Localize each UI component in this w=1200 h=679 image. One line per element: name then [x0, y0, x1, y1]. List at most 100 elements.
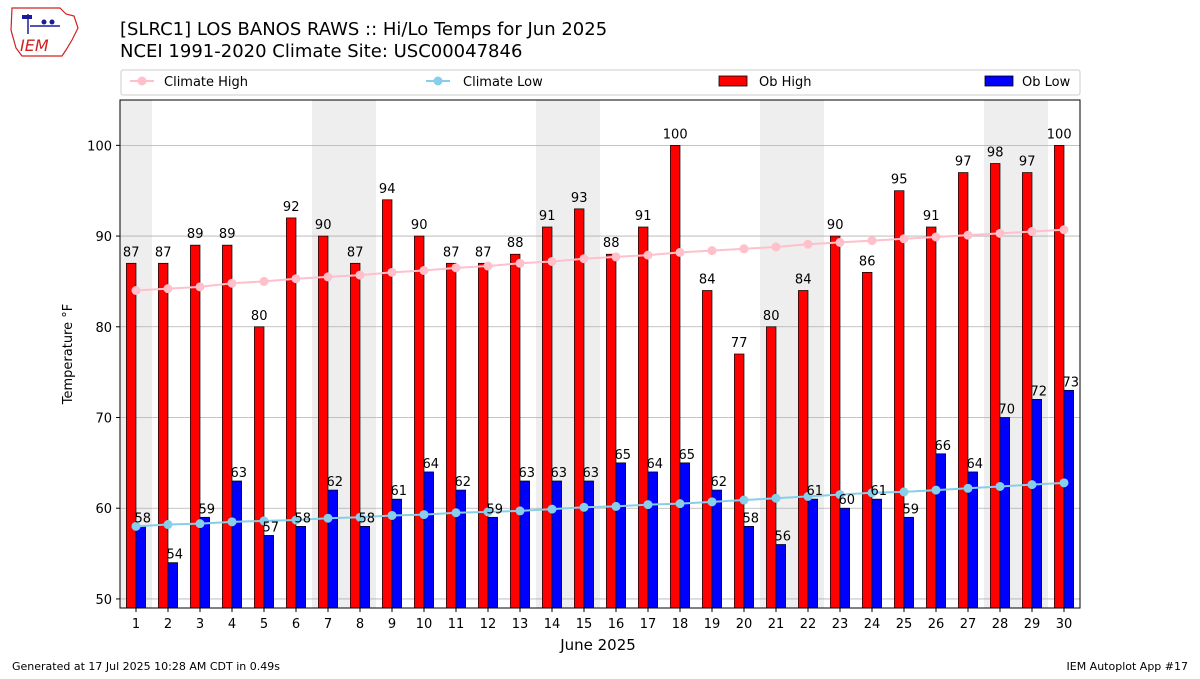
x-tick-label: 10: [416, 617, 433, 632]
ob-low-label: 58: [295, 511, 312, 526]
legend-entry-climate-low: Climate Low: [426, 75, 543, 90]
ob-high-label: 97: [1019, 155, 1036, 170]
legend-box: [120, 69, 1081, 96]
ob-high-bar: [574, 208, 585, 609]
ob-high-label: 84: [795, 273, 812, 288]
bar-labels-layer: 87 87 89 89 80 92 90 87 94 90 87 87 88 91 93 88 91 100 84 7…: [123, 127, 1079, 562]
ob-high-label: 89: [219, 227, 236, 242]
ob-high-bar: [542, 226, 553, 609]
ob-high-bar: [478, 262, 489, 609]
climate-low-point: [291, 515, 301, 525]
x-tick-label: 4: [228, 617, 236, 632]
ob-high-bar: [222, 244, 233, 609]
ob-high-label: 87: [123, 245, 140, 260]
ob-high-label: 77: [731, 336, 748, 351]
climate-high-point: [323, 272, 333, 282]
x-tick-label: 20: [736, 617, 753, 632]
ob-high-label: 90: [411, 218, 428, 233]
y-tick-label: 50: [95, 593, 112, 608]
ob-high-label: 91: [635, 209, 652, 224]
climate-high-point: [931, 232, 941, 242]
climate-low-point: [739, 495, 749, 505]
legend-label-climate-high: Climate High: [164, 75, 248, 90]
legend-marker-climate-high: [137, 76, 147, 86]
ob-low-bar: [423, 471, 434, 609]
ob-high-label: 88: [507, 236, 524, 251]
x-tick-label: 25: [896, 617, 913, 632]
x-tick-label: 14: [544, 617, 561, 632]
ob-high-label: 94: [379, 182, 396, 197]
ob-low-bar: [807, 498, 818, 609]
ob-low-label: 70: [999, 403, 1016, 418]
generated-footer: Generated at 17 Jul 2025 10:28 AM CDT in…: [12, 660, 280, 673]
climate-low-point: [867, 488, 877, 498]
ob-low-bar: [583, 480, 594, 609]
climate-low-point: [451, 508, 461, 518]
legend-entry-ob-low: Ob Low: [984, 75, 1071, 90]
ob-low-bar: [199, 516, 210, 609]
ob-low-bar: [871, 498, 882, 609]
ob-low-bar: [519, 480, 530, 609]
climate-high-point: [259, 276, 269, 286]
x-tick-label: 5: [260, 617, 268, 632]
climate-low-point: [131, 521, 141, 531]
chart-subtitle: NCEI 1991-2020 Climate Site: USC00047846: [120, 41, 522, 62]
climate-low-point: [803, 491, 813, 501]
ob-low-bar: [359, 526, 370, 609]
climate-low-point: [675, 499, 685, 509]
ob-high-label: 100: [663, 127, 688, 142]
ob-low-label: 64: [423, 457, 440, 472]
climate-high-point: [1059, 225, 1069, 235]
climate-low-point: [163, 520, 173, 530]
ob-high-bar: [670, 145, 681, 609]
plot-frame: [119, 99, 1081, 609]
climate-low-point: [1059, 478, 1069, 488]
ob-high-bar: [510, 253, 521, 609]
x-tick-label: 26: [928, 617, 945, 632]
ob-low-bar: [167, 562, 178, 609]
legend-entry-ob-high: Ob High: [718, 75, 812, 90]
ob-high-label: 91: [539, 209, 556, 224]
climate-low-point: [195, 519, 205, 529]
ob-high-bar: [382, 199, 393, 609]
climate-high-point: [899, 234, 909, 244]
ob-low-bar: [487, 516, 498, 609]
legend-swatch-ob-high: [718, 75, 748, 87]
x-axis-label: June 2025: [559, 636, 636, 654]
ob-low-label: 63: [519, 466, 536, 481]
x-axis: 1 2 3 4 5 6 7 8 9 10 11 12 13 14 15 16 17 18 19 20 21 22 23 24 2…: [132, 608, 1072, 632]
bars-layer: [126, 145, 1074, 609]
ob-low-bar: [231, 480, 242, 609]
ob-low-bar: [1063, 389, 1074, 609]
x-tick-label: 7: [324, 617, 332, 632]
climate-high-point: [803, 239, 813, 249]
climate-high-point: [579, 254, 589, 264]
x-tick-label: 19: [704, 617, 721, 632]
ob-low-bar: [935, 453, 946, 609]
x-tick-label: 23: [832, 617, 849, 632]
climate-lines-layer: [131, 225, 1069, 531]
app-footer: IEM Autoplot App #17: [1067, 660, 1189, 673]
ob-low-bar: [455, 489, 466, 609]
grid-lines: [120, 144, 1080, 600]
ob-low-label: 65: [679, 448, 696, 463]
ob-high-label: 87: [347, 245, 364, 260]
climate-low-point: [323, 513, 333, 523]
ob-high-bar: [926, 226, 937, 609]
y-tick-label: 80: [95, 321, 112, 336]
ob-high-label: 87: [155, 245, 172, 260]
climate-low-point: [387, 510, 397, 520]
ob-high-bar: [830, 235, 841, 609]
climate-high-point: [995, 228, 1005, 238]
ob-high-label: 84: [699, 273, 716, 288]
ob-high-bar: [318, 235, 329, 609]
ob-low-label: 73: [1063, 375, 1080, 390]
ob-low-bar: [903, 516, 914, 609]
ob-high-label: 88: [603, 236, 620, 251]
legend-label-ob-high: Ob High: [759, 75, 812, 90]
x-tick-label: 18: [672, 617, 689, 632]
ob-high-label: 100: [1047, 127, 1072, 142]
climate-low-point: [995, 481, 1005, 491]
climate-low-point: [515, 506, 525, 516]
